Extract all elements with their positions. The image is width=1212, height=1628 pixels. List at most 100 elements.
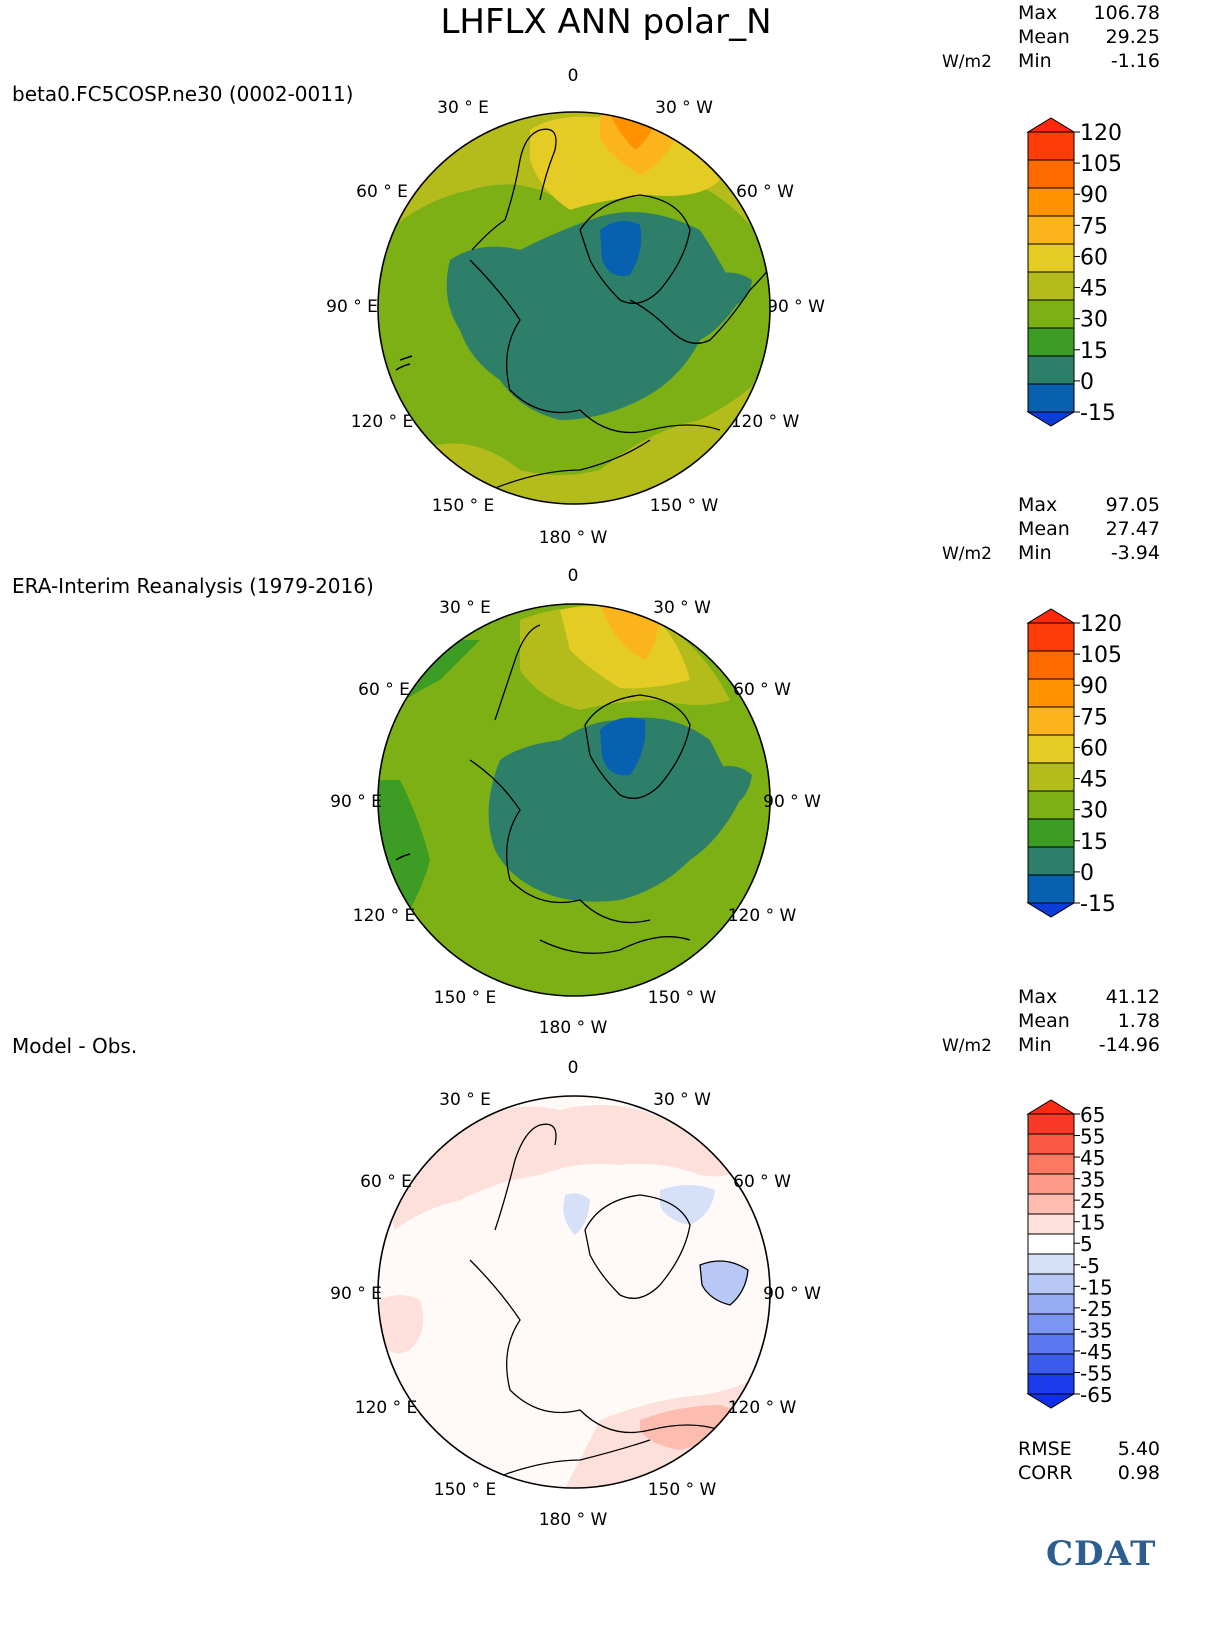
- map-fill-hudson-bay: [700, 272, 752, 305]
- colorbar-tick-label: -55: [1080, 1361, 1113, 1385]
- lon-label-90e: 90 ° E: [330, 1284, 382, 1304]
- colorbar-segment: [1027, 1373, 1075, 1395]
- colorbar-tick-label: 5: [1080, 1232, 1093, 1256]
- coastline-north: [471, 128, 691, 304]
- lon-label-180: 180 ° W: [538, 528, 608, 548]
- map-fill-hudson-bay: [708, 766, 752, 805]
- colorbar-tick-label: -5: [1080, 1254, 1100, 1278]
- lon-label-30w: 30 ° W: [655, 98, 713, 118]
- colorbar-segment: [1027, 846, 1075, 876]
- colorbar-segment: [1027, 1253, 1075, 1275]
- map-fill-neg-hudson: [700, 1261, 748, 1305]
- lon-label-60e: 60 ° E: [356, 182, 408, 202]
- panel-3-stats: Max 41.12 Mean 1.78 Min -14.96: [1018, 986, 1160, 1058]
- lon-label-60e: 60 ° E: [358, 680, 410, 700]
- colorbar-tick-label: 75: [1080, 705, 1108, 730]
- panel-2-subtitle: ERA-Interim Reanalysis (1979-2016): [12, 574, 374, 598]
- lon-label-90e: 90 ° E: [330, 792, 382, 812]
- lon-label-150e: 150 ° E: [431, 496, 495, 516]
- colorbar-segment: [1027, 1333, 1075, 1355]
- coastline-south: [539, 936, 691, 954]
- colorbar-segment: [1027, 790, 1075, 820]
- colorbar-tick-label: 45: [1080, 277, 1108, 302]
- coastline-south: [469, 259, 721, 491]
- stat-label: Max: [1018, 986, 1058, 1008]
- lon-label-90w: 90 ° W: [763, 792, 821, 812]
- colorbar-segment: [1027, 874, 1075, 904]
- lon-label-60e: 60 ° E: [360, 1172, 412, 1192]
- coastline-north: [494, 1123, 691, 1299]
- stat-label: Mean: [1018, 1010, 1070, 1032]
- stat-value: 27.47: [1105, 518, 1160, 540]
- colorbar-over-arrow: [1026, 608, 1076, 624]
- stat-value: 41.12: [1105, 986, 1160, 1008]
- stat-label: Min: [1018, 50, 1052, 72]
- colorbar-tick-label: 0: [1080, 370, 1094, 395]
- map-fill-5-15-north: [380, 1105, 740, 1230]
- stat-label: RMSE: [1018, 1438, 1072, 1460]
- coastline-south: [469, 1259, 721, 1481]
- colorbar-segment: [1027, 622, 1075, 652]
- colorbar-segment: [1027, 1353, 1075, 1375]
- colorbar-segment: [1027, 1113, 1075, 1135]
- colorbar-over-arrow: [1026, 117, 1076, 133]
- colorbar-under-arrow: [1026, 902, 1076, 918]
- colorbar-tick-label: 35: [1080, 1168, 1105, 1192]
- colorbar-segment: [1027, 215, 1075, 245]
- stat-value: -1.16: [1110, 50, 1160, 72]
- stat-label: Min: [1018, 542, 1052, 564]
- map-fill-neg-greenland: [600, 717, 646, 776]
- colorbar-tick-label: 15: [1080, 1211, 1105, 1235]
- map-fill-neg-baffin: [660, 1185, 715, 1225]
- map-fill-neg-greenland: [600, 221, 642, 276]
- colorbar-under-arrow: [1026, 411, 1076, 427]
- map-fill-neg-arctic: [563, 1193, 590, 1235]
- colorbar-segment: [1027, 1233, 1075, 1255]
- colorbar-tick-label: -15: [1080, 401, 1116, 426]
- colorbar-tick-label: 65: [1080, 1103, 1105, 1127]
- colorbar-segment: [1027, 1193, 1075, 1215]
- lon-label-90w: 90 ° W: [763, 1284, 821, 1304]
- stat-label: Max: [1018, 2, 1058, 24]
- colorbar-tick-label: -65: [1080, 1383, 1113, 1407]
- colorbar-segment: [1027, 650, 1075, 680]
- lon-label-120w: 120 ° W: [727, 1398, 797, 1418]
- stat-label: Max: [1018, 494, 1058, 516]
- map-fill-0-15: [488, 717, 740, 902]
- colorbar-segment: [1027, 1273, 1075, 1295]
- stat-value: 0.98: [1117, 1462, 1160, 1484]
- lon-label-150w: 150 ° W: [649, 496, 719, 516]
- map-border: [377, 603, 771, 997]
- lon-label-0: 0: [567, 1058, 579, 1078]
- colorbar-tick-label: 15: [1080, 339, 1108, 364]
- colorbar-segment: [1027, 159, 1075, 189]
- colorbar-segment: [1027, 1213, 1075, 1235]
- colorbar-tick-label: 105: [1080, 152, 1122, 177]
- coastline-hudson: [699, 1260, 749, 1306]
- lon-label-0: 0: [567, 566, 579, 586]
- panel-1-stats: Max 106.78 Mean 29.25 Min -1.16: [1018, 2, 1160, 74]
- colorbar-segment: [1027, 327, 1075, 357]
- lon-label-0: 0: [567, 66, 579, 86]
- stat-value: 1.78: [1117, 1010, 1160, 1032]
- colorbar-tick-label: 15: [1080, 830, 1108, 855]
- lon-label-30e: 30 ° E: [439, 598, 491, 618]
- stat-label: Mean: [1018, 518, 1070, 540]
- colorbar-tick-label: 30: [1080, 308, 1108, 333]
- colorbar-segment: [1027, 1293, 1075, 1315]
- map-fill-75-90: [600, 605, 660, 660]
- panel-2-stats: Max 97.05 Mean 27.47 Min -3.94: [1018, 494, 1160, 566]
- colorbar-tick-label: 55: [1080, 1125, 1105, 1149]
- stat-value: 106.78: [1093, 2, 1160, 24]
- colorbar-segment: [1027, 734, 1075, 764]
- colorbar-tick-label: 120: [1080, 612, 1122, 637]
- colorbar-tick-label: 105: [1080, 643, 1122, 668]
- stat-value: -3.94: [1110, 542, 1160, 564]
- lon-label-150e: 150 ° E: [433, 988, 497, 1008]
- colorbar-tick-label: -35: [1080, 1318, 1113, 1342]
- lon-label-60w: 60 ° W: [736, 182, 794, 202]
- lon-label-120w: 120 ° W: [730, 412, 800, 432]
- colorbar-segment: [1027, 383, 1075, 413]
